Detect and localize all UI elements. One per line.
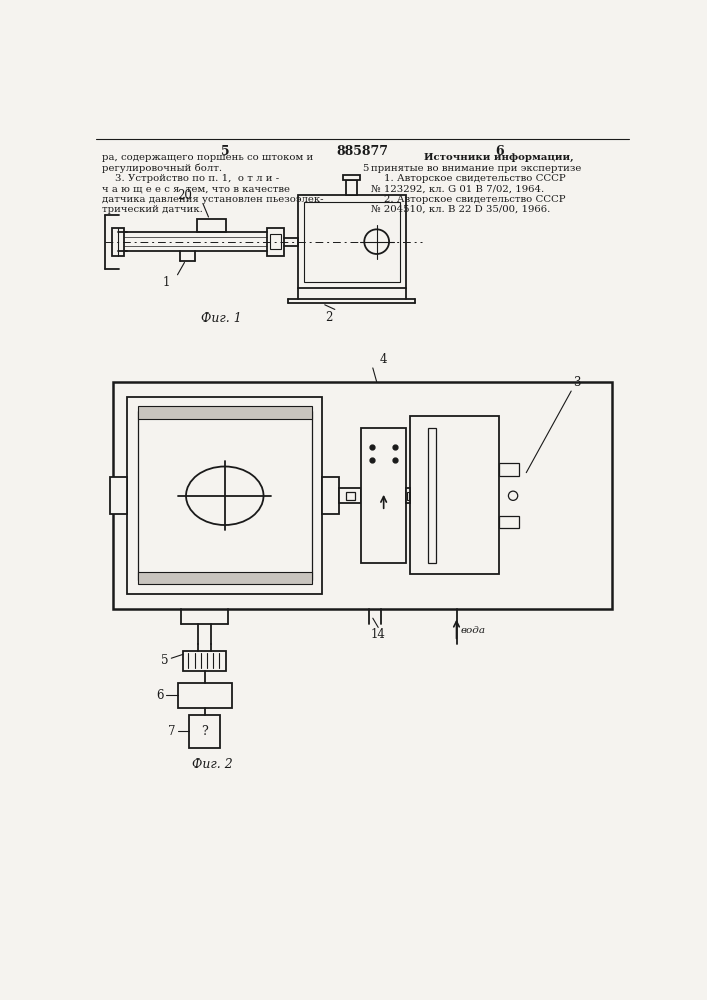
- Bar: [127, 397, 322, 594]
- Bar: [113, 382, 612, 609]
- Bar: [343, 175, 360, 180]
- Bar: [304, 202, 400, 282]
- Text: 2. Авторское свидетельство СССР: 2. Авторское свидетельство СССР: [371, 195, 566, 204]
- Text: 2: 2: [325, 311, 332, 324]
- Text: 4: 4: [380, 353, 387, 366]
- Text: 5: 5: [161, 654, 169, 667]
- Text: 885877: 885877: [336, 145, 388, 158]
- Text: принятые во внимание при экспертизе: принятые во внимание при экспертизе: [371, 164, 582, 173]
- Text: 6: 6: [156, 689, 163, 702]
- Bar: [410, 416, 499, 574]
- Bar: [112, 228, 124, 256]
- Bar: [298, 195, 406, 288]
- Text: 20: 20: [177, 189, 192, 202]
- Text: 1. Авторское свидетельство СССР: 1. Авторское свидетельство СССР: [371, 174, 566, 183]
- Bar: [183, 651, 226, 671]
- Bar: [138, 572, 312, 584]
- Text: трический датчик.: трический датчик.: [103, 205, 203, 214]
- Bar: [406, 488, 410, 503]
- Text: 14: 14: [370, 628, 385, 641]
- Text: 1: 1: [162, 276, 170, 289]
- Text: 3: 3: [573, 376, 580, 389]
- Bar: [110, 477, 127, 514]
- Bar: [322, 477, 339, 514]
- Text: 7: 7: [168, 725, 175, 738]
- Text: 5: 5: [221, 145, 230, 158]
- Text: Фиг. 1: Фиг. 1: [201, 312, 242, 326]
- Text: Источники информации,: Источники информации,: [424, 153, 574, 162]
- Bar: [138, 411, 312, 580]
- Bar: [361, 428, 406, 563]
- Bar: [346, 180, 356, 195]
- Bar: [270, 234, 281, 249]
- Text: № 204510, кл. В 22 D 35/00, 1966.: № 204510, кл. В 22 D 35/00, 1966.: [371, 205, 551, 214]
- Bar: [499, 516, 518, 528]
- Text: вода: вода: [460, 626, 486, 635]
- Text: 5: 5: [362, 164, 368, 173]
- Bar: [346, 492, 355, 500]
- Bar: [407, 492, 409, 500]
- Bar: [339, 488, 361, 503]
- Bar: [177, 683, 232, 708]
- Text: ч а ю щ е е с я  тем, что в качестве: ч а ю щ е е с я тем, что в качестве: [103, 184, 291, 193]
- Text: 6: 6: [495, 145, 503, 158]
- Bar: [267, 228, 284, 256]
- Text: датчика давления установлен пьезоэлек-: датчика давления установлен пьезоэлек-: [103, 195, 324, 204]
- Bar: [189, 715, 220, 748]
- Text: № 123292, кл. G 01 В 7/02, 1964.: № 123292, кл. G 01 В 7/02, 1964.: [371, 184, 544, 193]
- Bar: [197, 219, 226, 232]
- Bar: [138, 406, 312, 419]
- Bar: [499, 463, 518, 476]
- Text: регулировочный болт.: регулировочный болт.: [103, 164, 223, 173]
- Text: ?: ?: [201, 725, 208, 738]
- Text: Фиг. 2: Фиг. 2: [192, 758, 233, 771]
- Bar: [428, 428, 436, 563]
- Text: 3. Устройство по п. 1,  о т л и -: 3. Устройство по п. 1, о т л и -: [103, 174, 279, 183]
- Text: ра, содержащего поршень со штоком и: ра, содержащего поршень со штоком и: [103, 153, 314, 162]
